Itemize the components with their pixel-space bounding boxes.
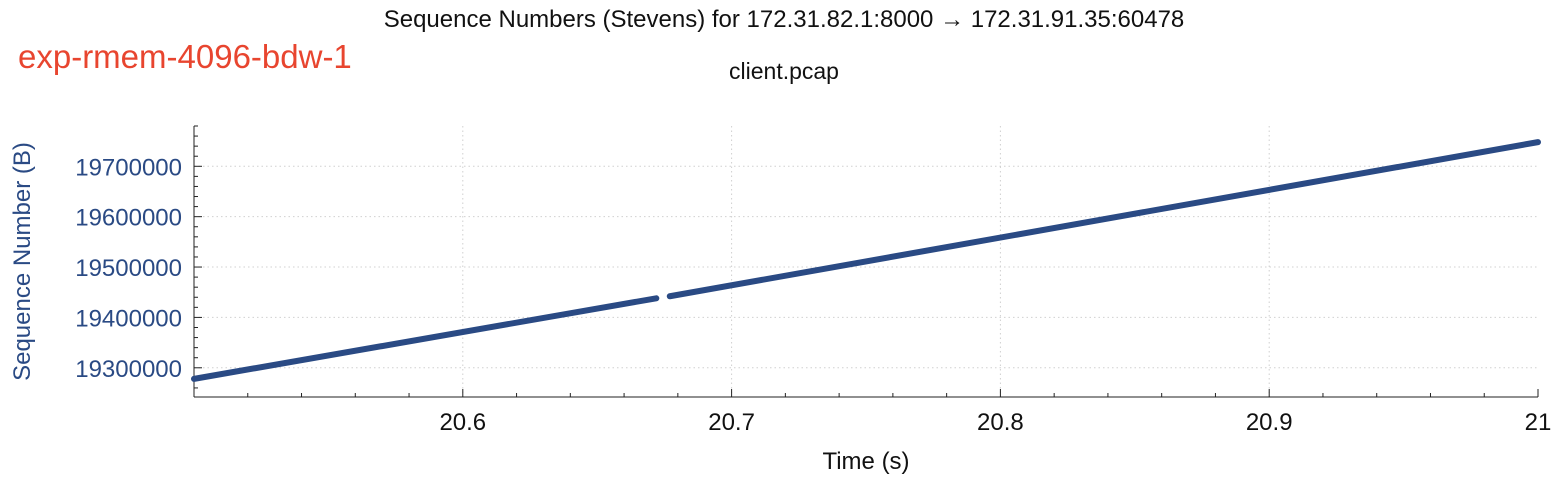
x-axis-label: Time (s) (822, 448, 909, 475)
y-tick-label: 19500000 (75, 255, 182, 282)
chart-subtitle: client.pcap (729, 58, 839, 84)
series-layer (191, 139, 1541, 382)
chart-title: Sequence Numbers (Stevens) for 172.31.82… (383, 6, 1185, 33)
x-tick-label: 20.9 (1246, 409, 1293, 436)
y-tick-label: 19600000 (75, 205, 182, 232)
x-tick-label: 20.6 (439, 409, 486, 436)
y-tick-label: 19700000 (75, 154, 182, 181)
y-axis-label: Sequence Number (B) (9, 142, 36, 381)
y-tick-label: 19400000 (75, 305, 182, 332)
x-tick-label: 20.8 (977, 409, 1024, 436)
axes (193, 125, 1539, 398)
series-line-segment (191, 295, 660, 382)
y-tick-label: 19300000 (75, 356, 182, 383)
series-line-segment (666, 139, 1541, 300)
x-tick-label: 20.7 (708, 409, 755, 436)
grid-lines (194, 126, 1538, 397)
tick-labels: 20.6 20.7 20.8 20.9 21 19300000 19400000 195000… (75, 154, 1551, 436)
experiment-tag: exp-rmem-4096-bdw-1 (18, 38, 352, 75)
x-tick-label: 21 (1525, 409, 1552, 436)
